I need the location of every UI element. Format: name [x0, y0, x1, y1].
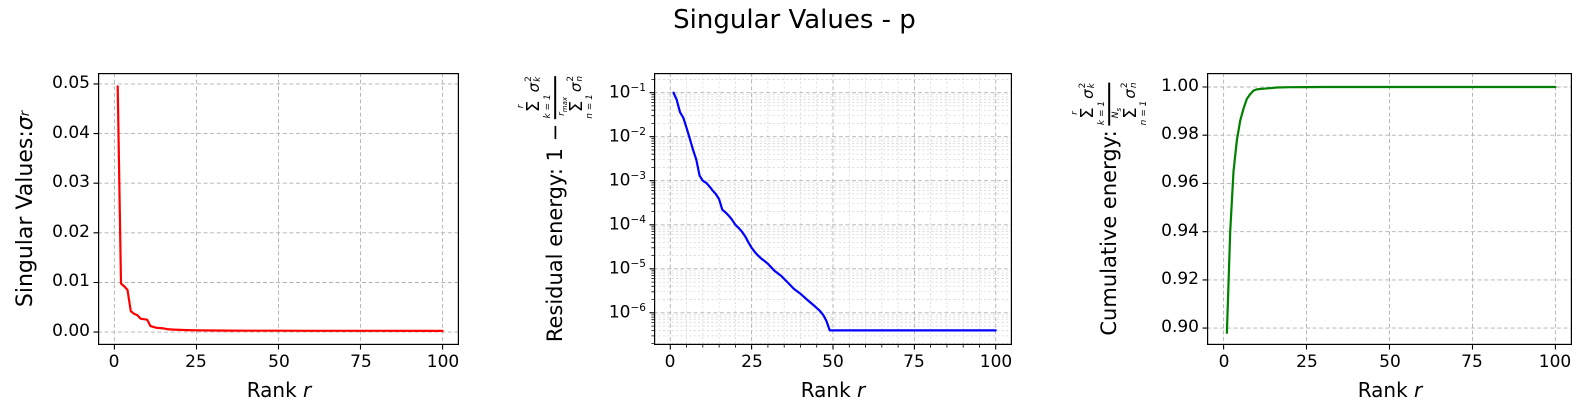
- x-tick-label: 100: [426, 352, 460, 372]
- y-tick-label: 0.92: [1161, 269, 1199, 289]
- grid-major: [1207, 73, 1572, 345]
- x-tick-label: 0: [664, 352, 676, 372]
- y-tick-label: 0.90: [1161, 317, 1199, 337]
- y-tick-label: 0.00: [52, 321, 90, 341]
- sigma-symbol: σ: [525, 82, 544, 93]
- y-tick-label: 1.00: [1161, 76, 1199, 96]
- x-axis-label-cumulative-energy: Rank r: [1357, 378, 1423, 402]
- grid-major: [98, 73, 459, 345]
- y-tick-label: 10−6: [608, 302, 646, 323]
- x-tick-label: 50: [822, 352, 844, 372]
- y-axis-label-text: Residual energy: 1 −: [543, 123, 568, 343]
- tick-marks: [1202, 86, 1556, 350]
- y-tick-label: 0.98: [1161, 124, 1199, 144]
- y-tick-label: 10−3: [608, 170, 646, 191]
- fraction-bar: [1108, 82, 1110, 126]
- x-tick-label: 100: [979, 352, 1013, 372]
- plot-border: [1207, 73, 1572, 345]
- x-tick-label: 0: [1218, 352, 1230, 372]
- y-tick-label: 10−4: [608, 214, 646, 235]
- x-tick-label: 50: [1379, 352, 1401, 372]
- tick-marks-minor: [651, 79, 980, 348]
- y-tick-label: 0.02: [52, 222, 90, 242]
- figure-title: Singular Values - p: [673, 5, 916, 35]
- data-line-singular-values: [116, 85, 444, 332]
- x-tick-label: 50: [268, 352, 290, 372]
- y-tick-label: 0.01: [52, 271, 90, 291]
- data-line-residual-energy: [672, 91, 997, 332]
- plot-border: [654, 73, 1012, 345]
- y-tick-label: 0.03: [52, 172, 90, 192]
- sum-symbol: r Σ k = 1: [1070, 100, 1107, 126]
- tick-marks: [93, 83, 444, 350]
- data-line-cumulative-energy: [1225, 85, 1557, 334]
- fraction-bar: [554, 75, 556, 119]
- plot-area-cumulative-energy: [1202, 73, 1572, 350]
- x-tick-label: 25: [185, 352, 207, 372]
- sum-symbol: r Σ k = 1: [516, 94, 553, 119]
- axes-residual-energy: [649, 73, 1012, 350]
- x-tick-label: 75: [903, 352, 925, 372]
- plot-area-singular-values: [93, 73, 459, 350]
- plot-area-residual-energy: [649, 73, 1012, 350]
- y-tick-label: 0.05: [52, 73, 90, 93]
- x-tick-label: 75: [1461, 352, 1483, 372]
- y-axis-label-text: Cumulative energy:: [1097, 130, 1122, 336]
- sigma-subscript: r: [18, 110, 34, 117]
- x-tick-label: 25: [1296, 352, 1318, 372]
- y-tick-label: 10−5: [608, 258, 646, 279]
- tick-marks: [649, 92, 997, 350]
- x-axis-label-singular-values: Rank r: [246, 378, 312, 402]
- y-tick-label: 0.04: [52, 123, 90, 143]
- y-tick-label: 0.94: [1161, 221, 1199, 241]
- grid-major: [654, 73, 1012, 345]
- plot-border: [98, 73, 459, 345]
- x-axis-label-residual-energy: Rank r: [800, 378, 866, 402]
- sigma-symbol: σ: [1079, 89, 1098, 99]
- y-tick-label: 10−2: [608, 126, 646, 147]
- x-tick-label: 0: [108, 352, 120, 372]
- x-tick-label: 75: [350, 352, 372, 372]
- x-tick-label: 25: [741, 352, 763, 372]
- x-tick-label: 100: [1538, 352, 1572, 372]
- axes-cumulative-energy: [1202, 73, 1572, 350]
- sum-symbol: Ns Σ n = 1: [1111, 100, 1150, 126]
- y-tick-label: 10−1: [608, 82, 646, 103]
- axes-singular-values: [93, 73, 459, 350]
- y-tick-label: 0.96: [1161, 172, 1199, 192]
